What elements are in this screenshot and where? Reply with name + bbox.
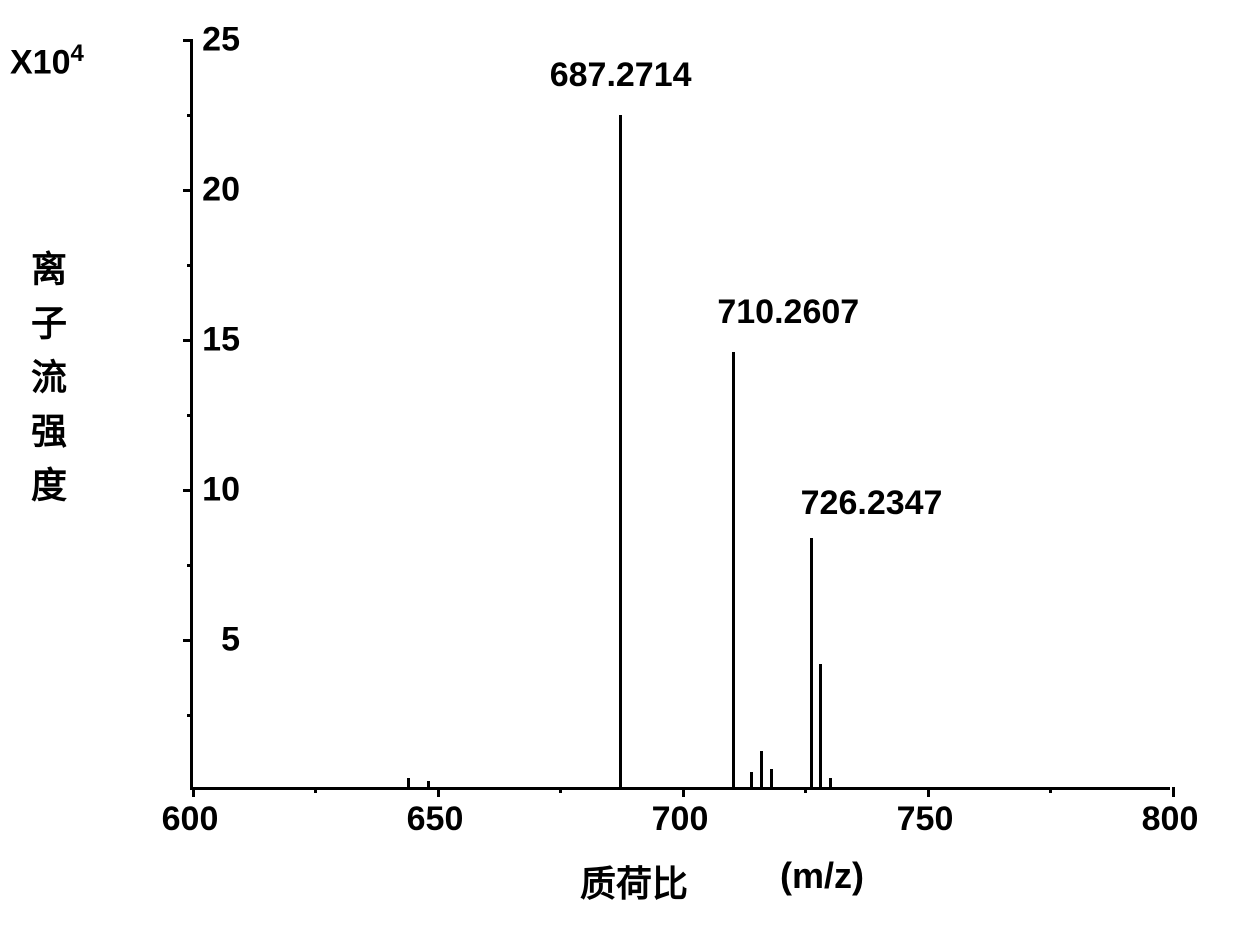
x-axis-label-cn: 质荷比 xyxy=(580,855,688,907)
spectrum-peak xyxy=(770,769,773,787)
x-tick-label: 600 xyxy=(162,800,219,839)
y-axis-label: 离子流强度 xyxy=(20,250,72,520)
y-tick-label: 25 xyxy=(202,21,240,60)
y-tick xyxy=(183,39,193,42)
spectrum-peak xyxy=(427,781,430,787)
x-tick xyxy=(682,787,685,797)
x-tick-label: 750 xyxy=(897,800,954,839)
x-tick-minor xyxy=(804,787,807,793)
x-tick-label: 650 xyxy=(407,800,464,839)
x-tick-label: 800 xyxy=(1142,800,1199,839)
y-tick-minor xyxy=(187,264,193,267)
y-multiplier-base: X10 xyxy=(10,43,71,81)
y-tick-minor xyxy=(187,114,193,117)
y-tick-label: 15 xyxy=(202,321,240,360)
x-axis-label-unit: (m/z) xyxy=(780,855,864,897)
x-tick-minor xyxy=(559,787,562,793)
x-tick xyxy=(927,787,930,797)
spectrum-peak xyxy=(829,778,832,787)
mass-spectrum-chart: X104 离子流强度 质荷比 (m/z) 687.2714 710.2607 726… xyxy=(0,20,1240,930)
y-tick xyxy=(183,189,193,192)
peak-label: 710.2607 xyxy=(717,293,859,332)
spectrum-peak xyxy=(619,115,622,787)
y-tick-minor xyxy=(187,414,193,417)
peak-label: 726.2347 xyxy=(801,484,943,523)
y-tick xyxy=(183,639,193,642)
x-tick-minor xyxy=(314,787,317,793)
x-tick-minor xyxy=(1049,787,1052,793)
spectrum-peak xyxy=(750,772,753,787)
x-tick xyxy=(192,787,195,797)
peak-label: 687.2714 xyxy=(550,56,692,95)
x-tick-label: 700 xyxy=(652,800,709,839)
spectrum-peak xyxy=(760,751,763,787)
y-tick-label: 20 xyxy=(202,171,240,210)
y-tick-label: 5 xyxy=(221,621,240,660)
x-tick xyxy=(437,787,440,797)
y-tick-minor xyxy=(187,564,193,567)
y-axis-multiplier: X104 xyxy=(10,40,84,82)
spectrum-peak xyxy=(810,538,813,787)
y-tick xyxy=(183,339,193,342)
y-tick-label: 10 xyxy=(202,471,240,510)
spectrum-peak xyxy=(819,664,822,787)
y-tick xyxy=(183,489,193,492)
plot-area: 687.2714 710.2607 726.2347 xyxy=(190,40,1170,790)
y-multiplier-exp: 4 xyxy=(71,40,84,67)
spectrum-peak xyxy=(407,778,410,787)
spectrum-peak xyxy=(732,352,735,787)
x-tick xyxy=(1172,787,1175,797)
y-tick-minor xyxy=(187,714,193,717)
